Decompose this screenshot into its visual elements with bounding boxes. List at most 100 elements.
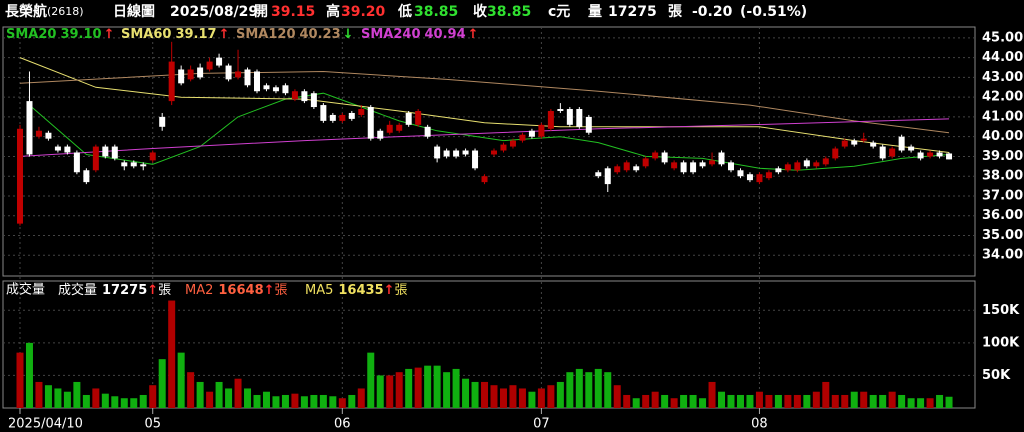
- volume-bar: [319, 394, 327, 408]
- legend-entry: SMA60 39.17 ↑: [121, 27, 229, 42]
- candle-body: [898, 136, 905, 151]
- volume-bar: [82, 394, 90, 408]
- candle-body: [206, 61, 213, 70]
- volume-panel: [2, 280, 976, 409]
- candle-body: [197, 67, 204, 78]
- volume-bar: [926, 398, 934, 408]
- candle-body: [453, 150, 460, 157]
- volume-bar: [357, 388, 365, 408]
- candle-body: [291, 91, 298, 100]
- volume-bar: [310, 394, 318, 408]
- candle-body: [111, 146, 118, 159]
- volume-bar: [879, 394, 887, 408]
- volume-bar: [518, 388, 526, 408]
- candle-body: [680, 162, 687, 173]
- volume-legend: MA2 16648↑張: [185, 283, 288, 298]
- candle-body: [604, 168, 611, 185]
- candle-body: [216, 57, 223, 66]
- volume-bar: [414, 367, 422, 408]
- candle-body: [301, 91, 308, 102]
- legend-entry: SMA240 40.94 ↑: [361, 27, 479, 42]
- volume-bar: [699, 398, 707, 408]
- candle-body: [765, 172, 772, 179]
- volume-bar: [44, 385, 52, 408]
- volume-bar: [642, 394, 650, 408]
- y-tick-label: 50K: [982, 368, 1011, 383]
- volume-bar: [139, 394, 147, 408]
- legend-value: 17275: [102, 283, 147, 298]
- legend-label: 成交量: [58, 282, 97, 298]
- y-tick-label: 100K: [982, 335, 1020, 350]
- volume-bar: [623, 394, 631, 408]
- legend-arrow: ↑: [219, 27, 230, 42]
- candle-body: [946, 153, 953, 160]
- legend-value: 39.17: [175, 27, 216, 42]
- candle-body: [614, 166, 621, 173]
- candle-body: [746, 174, 753, 181]
- volume-bar: [386, 375, 394, 408]
- candle-body: [102, 146, 109, 157]
- candle-body: [472, 150, 479, 169]
- volume-bar: [234, 378, 242, 408]
- volume-bar: [452, 368, 460, 408]
- volume-bar: [16, 352, 24, 408]
- volume-bar: [812, 391, 820, 408]
- volume-bar: [405, 368, 413, 408]
- volume-bar: [35, 381, 43, 408]
- volume-bar: [727, 394, 735, 408]
- candle-body: [358, 109, 365, 115]
- volume-title: 成交量: [6, 282, 45, 298]
- candle-body: [623, 162, 630, 171]
- volume-bar: [898, 394, 906, 408]
- candle-body: [434, 146, 441, 159]
- header-text: 高: [326, 3, 340, 20]
- candle-body: [377, 130, 384, 139]
- candle-body: [803, 160, 810, 167]
- volume-bar: [481, 381, 489, 408]
- header-text: 39.20: [341, 4, 386, 20]
- volume-bar: [566, 372, 574, 408]
- volume-bar: [177, 352, 185, 408]
- legend-label: MA2: [185, 283, 213, 298]
- y-tick-label: 40.00: [982, 129, 1023, 144]
- ma-line: [19, 57, 950, 153]
- candle-body: [794, 162, 801, 171]
- legend-value: 40.23: [300, 27, 341, 42]
- candle-body: [443, 150, 450, 157]
- volume-bar: [765, 394, 773, 408]
- candle-body: [348, 112, 355, 119]
- volume-bar: [329, 396, 337, 408]
- volume-bar: [774, 394, 782, 408]
- candle-body: [187, 69, 194, 80]
- volume-bar: [462, 378, 470, 408]
- legend-value: 16435: [338, 283, 383, 298]
- volume-bar: [443, 372, 451, 408]
- volume-bar: [945, 396, 953, 408]
- candle-body: [927, 152, 934, 157]
- volume-bar: [746, 394, 754, 408]
- candle-body: [851, 140, 858, 145]
- volume-bar: [101, 393, 109, 408]
- volume-bar: [936, 394, 944, 408]
- volume-bar: [149, 385, 157, 408]
- candle-body: [908, 146, 915, 151]
- candle-body: [860, 138, 867, 141]
- y-tick-label: 150K: [982, 303, 1020, 318]
- ma-line: [29, 92, 950, 171]
- legend-arrow: ↑: [104, 27, 115, 42]
- candle-body: [254, 71, 260, 92]
- volume-bar: [395, 372, 403, 408]
- volume-bar: [92, 388, 100, 408]
- volume-bar: [784, 394, 792, 408]
- legend-value: 39.10: [60, 27, 101, 42]
- volume-legend: MA5 16435↑張: [305, 283, 408, 298]
- volume-bar: [556, 381, 564, 408]
- candle-body: [756, 174, 763, 183]
- y-tick-label: 43.00: [982, 70, 1023, 85]
- volume-bar: [604, 372, 612, 408]
- volume-bar: [907, 398, 915, 408]
- legend-arrow: ↑: [147, 283, 158, 298]
- header-text: 張: [668, 4, 683, 20]
- volume-bar: [869, 394, 877, 408]
